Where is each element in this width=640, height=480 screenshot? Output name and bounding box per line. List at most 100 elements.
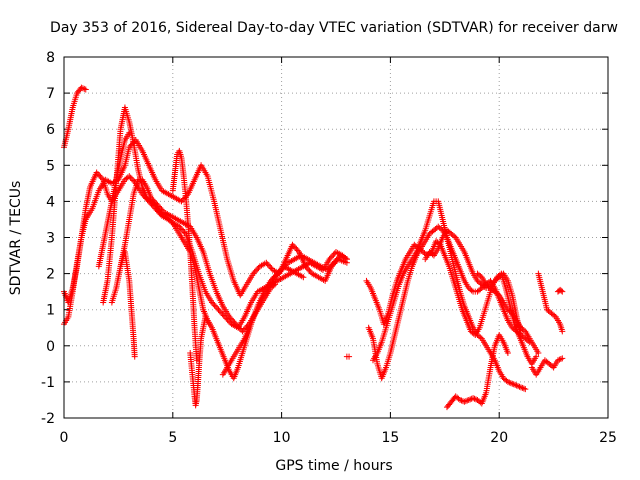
series-track-k (343, 353, 353, 360)
data-point (230, 318, 237, 325)
data-point (303, 264, 310, 271)
series-track-d (100, 104, 307, 382)
data-point (292, 244, 299, 251)
series-track-r (554, 286, 566, 295)
data-point (290, 243, 297, 250)
data-point (275, 269, 282, 276)
data-point (461, 398, 468, 405)
data-point (512, 381, 519, 388)
data-point (151, 199, 158, 206)
data-point (78, 84, 85, 91)
data-point (305, 266, 312, 273)
data-point (98, 175, 105, 182)
y-tick-label: 7 (46, 86, 55, 102)
data-point (212, 303, 219, 310)
series-track-n (365, 223, 533, 382)
data-point (181, 229, 188, 236)
data-point (522, 386, 529, 393)
data-point (467, 396, 474, 403)
data-point (236, 325, 243, 332)
series-track-e (117, 176, 350, 335)
data-point (332, 258, 339, 265)
series-track-i (108, 248, 138, 360)
data-point (127, 174, 134, 181)
data-point (128, 176, 135, 183)
series-track-o (443, 331, 511, 411)
data-point (533, 353, 540, 360)
data-point (329, 261, 336, 268)
grid-lines (64, 57, 608, 418)
data-point (228, 316, 235, 323)
data-point (520, 327, 527, 334)
data-point (273, 272, 280, 279)
y-tick-label: 3 (46, 231, 55, 247)
data-point (154, 202, 161, 209)
data-point (471, 395, 478, 402)
data-point (272, 274, 279, 281)
data-point (157, 204, 164, 211)
data-point (265, 262, 272, 269)
data-point (549, 363, 556, 370)
data-point (346, 353, 353, 360)
data-point (551, 312, 558, 319)
x-axis-label: GPS time / hours (275, 458, 392, 474)
data-point (263, 259, 270, 266)
data-point (328, 262, 335, 269)
data-point (126, 129, 133, 136)
data-point (216, 308, 223, 315)
data-point (509, 380, 516, 387)
data-point (270, 282, 277, 289)
data-point (126, 173, 133, 180)
y-tick-label: -1 (41, 375, 55, 391)
data-point (477, 334, 484, 341)
data-point (153, 200, 160, 207)
data-point (504, 378, 511, 385)
data-point (215, 306, 222, 313)
series-track-p (535, 270, 566, 335)
x-tick-label: 10 (273, 430, 291, 446)
series-track-f (169, 147, 200, 364)
data-point (148, 194, 155, 201)
series-track-q (528, 355, 566, 378)
data-point (231, 319, 238, 326)
data-point (558, 287, 565, 294)
data-point (559, 355, 566, 362)
x-tick-label: 0 (60, 430, 69, 446)
data-point (438, 226, 445, 233)
x-tick-label: 20 (490, 430, 508, 446)
x-tick-label: 25 (599, 430, 617, 446)
data-point (150, 197, 157, 204)
data-point (282, 262, 289, 269)
data-point (517, 331, 524, 338)
plot-area-frame (63, 56, 609, 419)
data-point (206, 321, 213, 328)
data-point (516, 383, 523, 390)
data-point (306, 267, 313, 274)
data-point (193, 357, 200, 364)
data-point (289, 241, 296, 248)
data-point (429, 251, 436, 258)
y-axis-label: SDTVAR / TECUs (8, 181, 24, 296)
data-point (559, 288, 566, 295)
data-point (158, 206, 165, 213)
data-point (251, 269, 258, 276)
series-track-t (474, 270, 524, 338)
data-point (239, 328, 246, 335)
data-point (486, 283, 493, 290)
data-point (210, 300, 217, 307)
data-point (293, 246, 300, 253)
data-point (458, 397, 465, 404)
data-point (302, 263, 309, 270)
series-track-j (95, 129, 133, 270)
data-point (468, 287, 475, 294)
data-point (227, 315, 234, 322)
data-point (457, 396, 464, 403)
data-point (281, 264, 288, 271)
data-point (325, 265, 332, 272)
y-tick-label: 8 (46, 50, 55, 66)
data-points (61, 84, 566, 411)
data-point (494, 291, 501, 298)
data-point (515, 383, 522, 390)
data-point (131, 353, 138, 360)
data-point (214, 305, 221, 312)
